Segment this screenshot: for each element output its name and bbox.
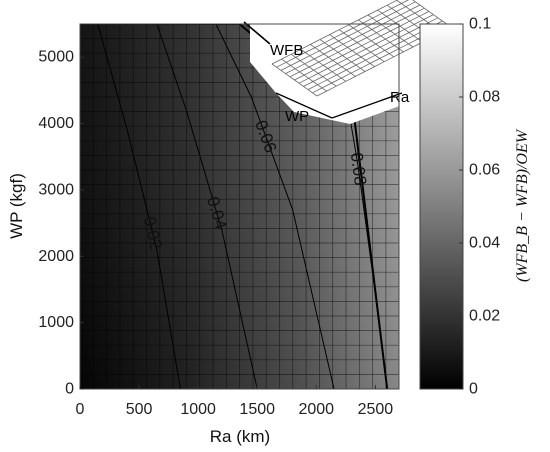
colorbar-ticks: 0 0.02 0.04 0.06 0.08 0.1 — [459, 16, 500, 398]
inset-wfb-axis — [243, 21, 271, 45]
inset-wfb-label: WFB — [270, 42, 303, 59]
colorbar-gradient — [419, 23, 464, 390]
y-tick-label: 2000 — [38, 248, 74, 265]
y-tick-label: 1000 — [38, 314, 74, 331]
contour-line-0.06 — [215, 24, 335, 389]
inset-mesh-line — [300, 48, 347, 82]
plot-frame — [79, 23, 400, 390]
mesh-grid — [80, 24, 399, 389]
inset-mesh-line — [319, 39, 366, 72]
colorbar-tick-label: 0.08 — [469, 89, 500, 106]
colorbar: 0 0.02 0.04 0.06 0.08 0.1 (WFB_B − WFB)/OEW — [419, 16, 531, 398]
colorbar-label: (WFB_B − WFB)/OEW — [514, 128, 531, 282]
y-tick-label: 4000 — [38, 115, 74, 132]
x-tick-label: 2000 — [298, 401, 334, 418]
colorbar-tick-label: 0 — [469, 381, 478, 398]
colorbar-tick-label: 0.06 — [469, 162, 500, 179]
inset-mesh-line — [367, 14, 414, 48]
x-axis-label: Ra (km) — [210, 427, 270, 446]
surface-inset: WFB WP Ra — [243, 0, 452, 125]
x-tick-label: 0 — [76, 401, 85, 418]
colorbar-tick-label: 0.04 — [469, 235, 500, 252]
y-axis: 0 1000 2000 3000 4000 5000 — [38, 49, 84, 398]
inset-ra-axis — [331, 92, 403, 119]
inset-mesh-line — [412, 0, 452, 28]
inset-mesh-line — [338, 29, 385, 63]
x-tick-label: 500 — [126, 401, 153, 418]
inset-mesh-line — [271, 63, 318, 97]
contour-label-0.08: 0.08 — [347, 151, 370, 186]
inset-mesh-line — [377, 9, 423, 43]
y-tick-label: 3000 — [38, 181, 74, 198]
contour-line-0.02 — [97, 24, 181, 389]
inset-ra-label: Ra — [390, 89, 410, 106]
colorbar-tick-label: 0.1 — [469, 16, 491, 33]
inset-mesh-line — [348, 24, 395, 58]
x-tick-label: 2500 — [358, 401, 394, 418]
y-axis-label: WP (kgf) — [7, 173, 26, 239]
y-tick-label: 0 — [65, 381, 74, 398]
inset-mesh-line — [281, 58, 327, 92]
inset-mesh-line — [358, 19, 404, 53]
inset-wp-label: WP — [285, 108, 309, 125]
inset-mesh-line — [290, 53, 337, 87]
x-axis: 0 500 1000 1500 2000 2500 — [76, 385, 394, 418]
x-tick-label: 1000 — [180, 401, 216, 418]
inset-mesh-line — [310, 44, 356, 77]
inset-wp-axis — [275, 92, 333, 119]
contour-line-0.04 — [156, 24, 258, 389]
y-tick-label: 5000 — [38, 49, 74, 66]
x-tick-label: 1500 — [239, 401, 275, 418]
inset-mesh-line — [329, 34, 375, 67]
colorbar-tick-label: 0.02 — [469, 308, 500, 325]
